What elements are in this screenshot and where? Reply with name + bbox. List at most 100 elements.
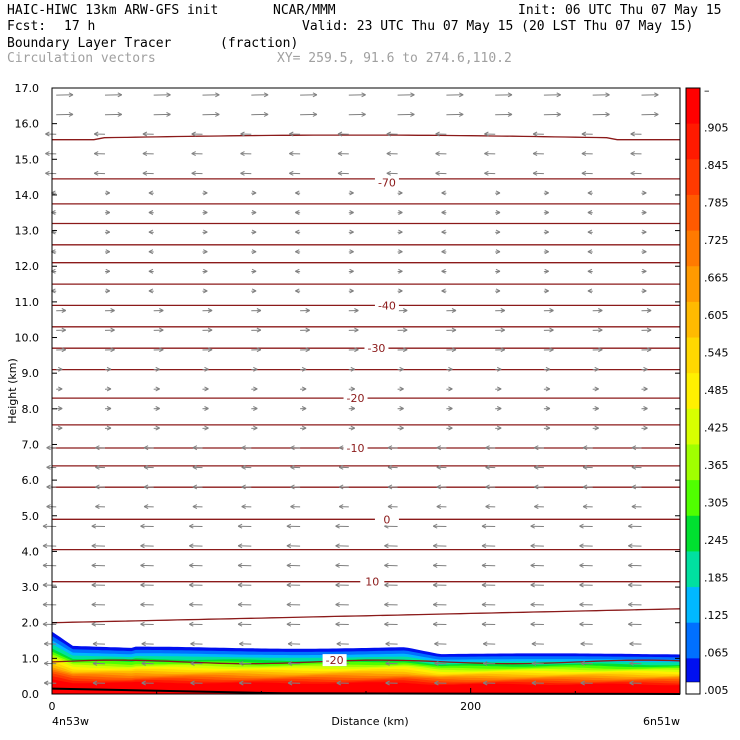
vector-arrow-head — [295, 249, 300, 255]
vector-arrow-head — [458, 111, 464, 117]
vector-arrow-head — [290, 504, 295, 510]
vector-arrow-head — [534, 484, 539, 490]
vector-arrow-head — [105, 190, 111, 196]
vector-arrow-head — [434, 680, 439, 686]
vector-arrow-head — [587, 190, 593, 196]
y-tick-label: 17.0 — [15, 82, 40, 95]
vector-arrow-head — [141, 641, 146, 647]
colorbar-segment — [686, 159, 700, 196]
vector-arrow-head — [61, 308, 67, 313]
vector-arrow-head — [140, 602, 145, 608]
vector-arrow-head — [582, 484, 588, 490]
vector-arrow-head — [643, 386, 648, 392]
y-tick-label: 4.0 — [22, 545, 40, 558]
vector-arrow-head — [580, 660, 585, 666]
vector-arrow-head — [207, 327, 213, 333]
vector-arrow-head — [631, 484, 637, 490]
vector-arrow-head — [110, 327, 115, 333]
vector-arrow-head — [251, 190, 257, 196]
vector-arrow-head — [143, 504, 149, 510]
vector-arrow-head — [587, 288, 593, 294]
vector-arrow-head — [628, 621, 633, 627]
y-tick-label: 16.0 — [15, 118, 40, 131]
vector-arrow-head — [305, 327, 310, 333]
vector-arrow-head — [192, 464, 198, 470]
vector-arrow-head — [148, 288, 154, 294]
vector-arrow-head — [485, 464, 490, 470]
vector-arrow-head — [482, 641, 488, 647]
y-tick-label: 1.0 — [22, 652, 40, 665]
vector-arrow-head — [448, 425, 453, 431]
vector-arrow-head — [237, 621, 243, 627]
vector-arrow-head — [251, 229, 257, 235]
vector-arrow-head — [92, 641, 98, 647]
vector-arrow-head — [68, 111, 74, 117]
vector-arrow-head — [441, 268, 446, 274]
vector-arrow-head — [286, 543, 292, 549]
vector-arrow-head — [287, 660, 293, 666]
y-tick-label: 11.0 — [15, 296, 40, 309]
vector-arrow-head — [140, 621, 145, 627]
vector-arrow-head — [57, 386, 63, 392]
vector-arrow-head — [263, 111, 269, 117]
vector-arrow-head — [312, 92, 318, 98]
vector-arrow-head — [350, 425, 356, 431]
vector-arrow-head — [337, 170, 343, 176]
vector-arrow-head — [495, 268, 501, 274]
vector-arrow-head — [141, 660, 146, 666]
vector-arrow-head — [241, 464, 246, 470]
vector-arrow-head — [295, 210, 300, 215]
vector-arrow-head — [42, 543, 48, 549]
vector-arrow-head — [237, 582, 243, 588]
vector-arrow-head — [140, 562, 145, 568]
vector-arrow-head — [106, 366, 112, 372]
tracer-fill — [51, 631, 681, 695]
vector-arrow-head — [148, 249, 154, 255]
vector-arrow-head — [140, 523, 145, 529]
vector-arrow-head — [110, 347, 115, 353]
vector-arrow-head — [295, 229, 300, 235]
vector-arrow-head — [335, 543, 340, 549]
axes: 0.0 1.0 2.0 3.0 4.0 5.0 6.0 7.0 8.0 9.0 10.0 11.0 12… — [6, 82, 681, 728]
vector-arrow-head — [256, 347, 262, 353]
vector-arrow-head — [544, 249, 549, 255]
vector-arrow-head — [642, 288, 647, 294]
vector-arrow-head — [105, 268, 111, 274]
vector-arrow-head — [237, 562, 243, 568]
y-tick-label: 7.0 — [22, 438, 40, 451]
y-tick-label: 14.0 — [15, 189, 40, 202]
vector-arrow-head — [295, 288, 300, 294]
vector-arrow-head — [495, 229, 501, 235]
vector-arrow-head — [481, 602, 487, 608]
contour-label-bg — [374, 513, 399, 526]
vector-arrow-head — [190, 680, 195, 686]
vector-arrow-head — [349, 268, 354, 274]
vector-arrow-head — [95, 484, 100, 490]
vector-arrow-head — [549, 327, 554, 333]
vector-arrow-head — [192, 484, 198, 490]
vector-arrow-head — [203, 268, 208, 274]
vector-arrow-head — [630, 131, 635, 137]
vector-arrow-head — [432, 543, 438, 549]
vector-arrow-head — [204, 406, 209, 411]
vector-arrow-head — [295, 190, 300, 196]
right-end-label: 6n51w — [643, 715, 680, 728]
vector-arrow-head — [387, 504, 393, 510]
vector-arrow-head — [581, 170, 587, 176]
vector-arrow-head — [484, 170, 489, 176]
vector-arrow-head — [384, 543, 389, 549]
vector-arrow-head — [441, 288, 446, 294]
vector-arrow-head — [155, 366, 160, 372]
vector-arrow-head — [335, 562, 340, 568]
vector-arrow-head — [215, 92, 220, 98]
vector-arrow-head — [532, 151, 538, 157]
vector-arrow-head — [581, 131, 587, 137]
vector-arrow-head — [117, 92, 123, 98]
vector-arrow-head — [286, 562, 292, 568]
vector-arrow-head — [532, 170, 538, 176]
vector-arrow-head — [155, 425, 160, 431]
vector-arrow-head — [251, 288, 257, 294]
vector-arrow-head — [143, 484, 149, 490]
header-title: HAIC-HIWC 13km ARW-GFS init — [7, 3, 219, 18]
